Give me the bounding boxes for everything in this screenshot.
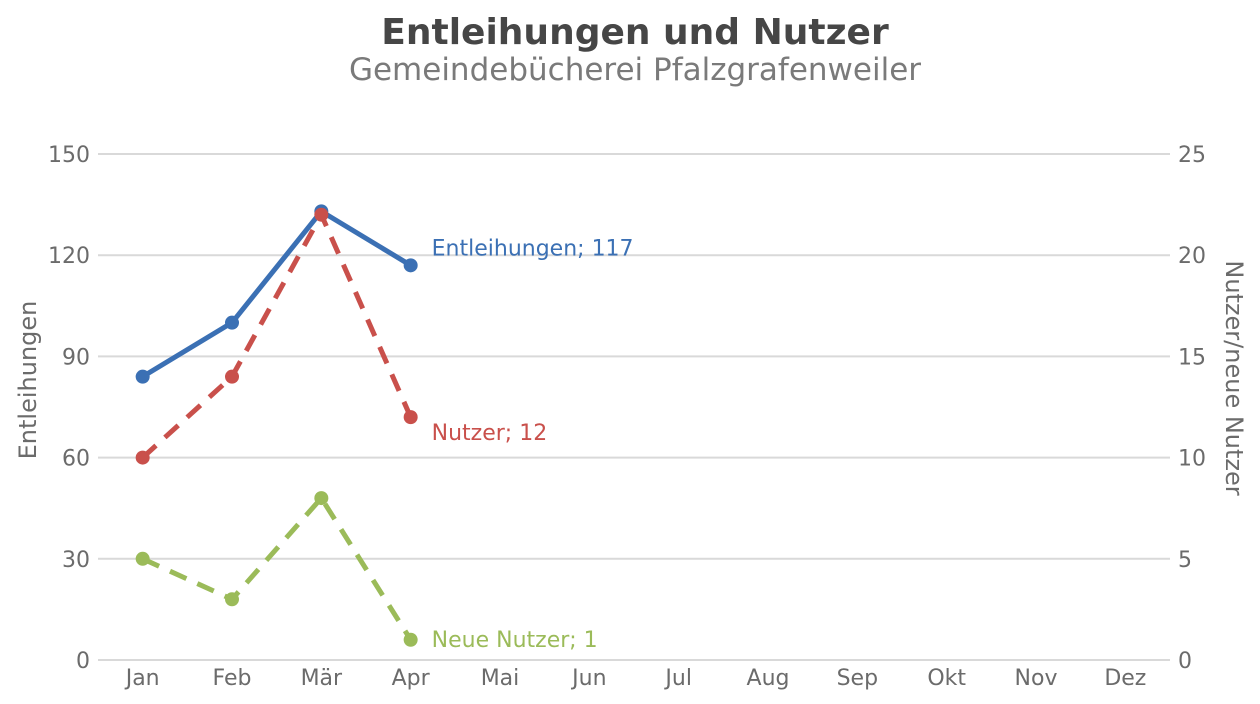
right-axis-label: Nutzer/neue Nutzer — [1220, 260, 1248, 495]
x-tick-label: Mai — [481, 666, 520, 691]
left-tick-label: 0 — [76, 649, 90, 674]
data-point — [225, 369, 239, 384]
series-0: Entleihungen; 117 — [135, 204, 634, 384]
x-tick-label: Aug — [747, 666, 790, 691]
x-tick-label: Mär — [301, 666, 343, 691]
series-end-label: Entleihungen; 117 — [432, 236, 634, 261]
x-axis-ticks: Jan Feb Mär Apr Mai Jun Jul Aug Sep Okt Nov Dez — [124, 666, 1147, 691]
series-end-label: Nutzer; 12 — [432, 421, 548, 446]
x-tick-label: Dez — [1104, 666, 1146, 691]
x-tick-label: Feb — [213, 666, 252, 691]
data-point — [403, 258, 418, 273]
data-point — [225, 315, 239, 330]
series-1: Nutzer; 12 — [135, 207, 548, 465]
series-end-label: Neue Nutzer; 1 — [432, 628, 598, 653]
gridlines — [98, 153, 1170, 661]
data-point — [403, 632, 418, 647]
series-2: Neue Nutzer; 1 — [135, 491, 598, 653]
right-axis-ticks: 0 5 10 15 20 25 — [1178, 143, 1206, 674]
data-point — [135, 450, 150, 465]
left-tick-label: 60 — [62, 447, 90, 472]
right-tick-label: 25 — [1178, 143, 1206, 168]
series-line — [141, 495, 413, 642]
right-tick-label: 10 — [1178, 447, 1206, 472]
data-point — [135, 551, 150, 566]
right-tick-label: 5 — [1178, 548, 1192, 573]
right-tick-label: 0 — [1178, 649, 1192, 674]
right-tick-label: 20 — [1178, 244, 1206, 269]
data-point — [403, 410, 418, 425]
chart-title: Entleihungen und Nutzer — [381, 12, 889, 53]
left-tick-label: 90 — [62, 345, 90, 370]
data-point — [314, 491, 329, 506]
x-tick-label: Sep — [837, 666, 878, 691]
series-layer: Entleihungen; 117 Nutzer; 12 Neue Nutzer; … — [135, 204, 634, 653]
x-tick-label: Jul — [663, 666, 692, 691]
left-axis-ticks: 0 30 60 90 120 150 — [48, 143, 90, 674]
x-tick-label: Okt — [927, 666, 966, 691]
data-point — [135, 369, 150, 384]
left-tick-label: 30 — [62, 548, 90, 573]
data-point — [225, 592, 239, 607]
left-axis-label: Entleihungen — [14, 301, 42, 460]
right-tick-label: 15 — [1178, 345, 1206, 370]
left-tick-label: 120 — [48, 244, 90, 269]
left-tick-label: 150 — [48, 143, 90, 168]
x-tick-label: Jun — [570, 666, 606, 691]
x-tick-label: Apr — [392, 666, 431, 691]
series-line — [140, 212, 413, 460]
chart-subtitle: Gemeindebücherei Pfalzgrafenweiler — [349, 52, 921, 88]
series-line — [141, 208, 412, 379]
x-tick-label: Nov — [1015, 666, 1058, 691]
x-tick-label: Jan — [124, 666, 160, 691]
data-point — [314, 207, 329, 222]
